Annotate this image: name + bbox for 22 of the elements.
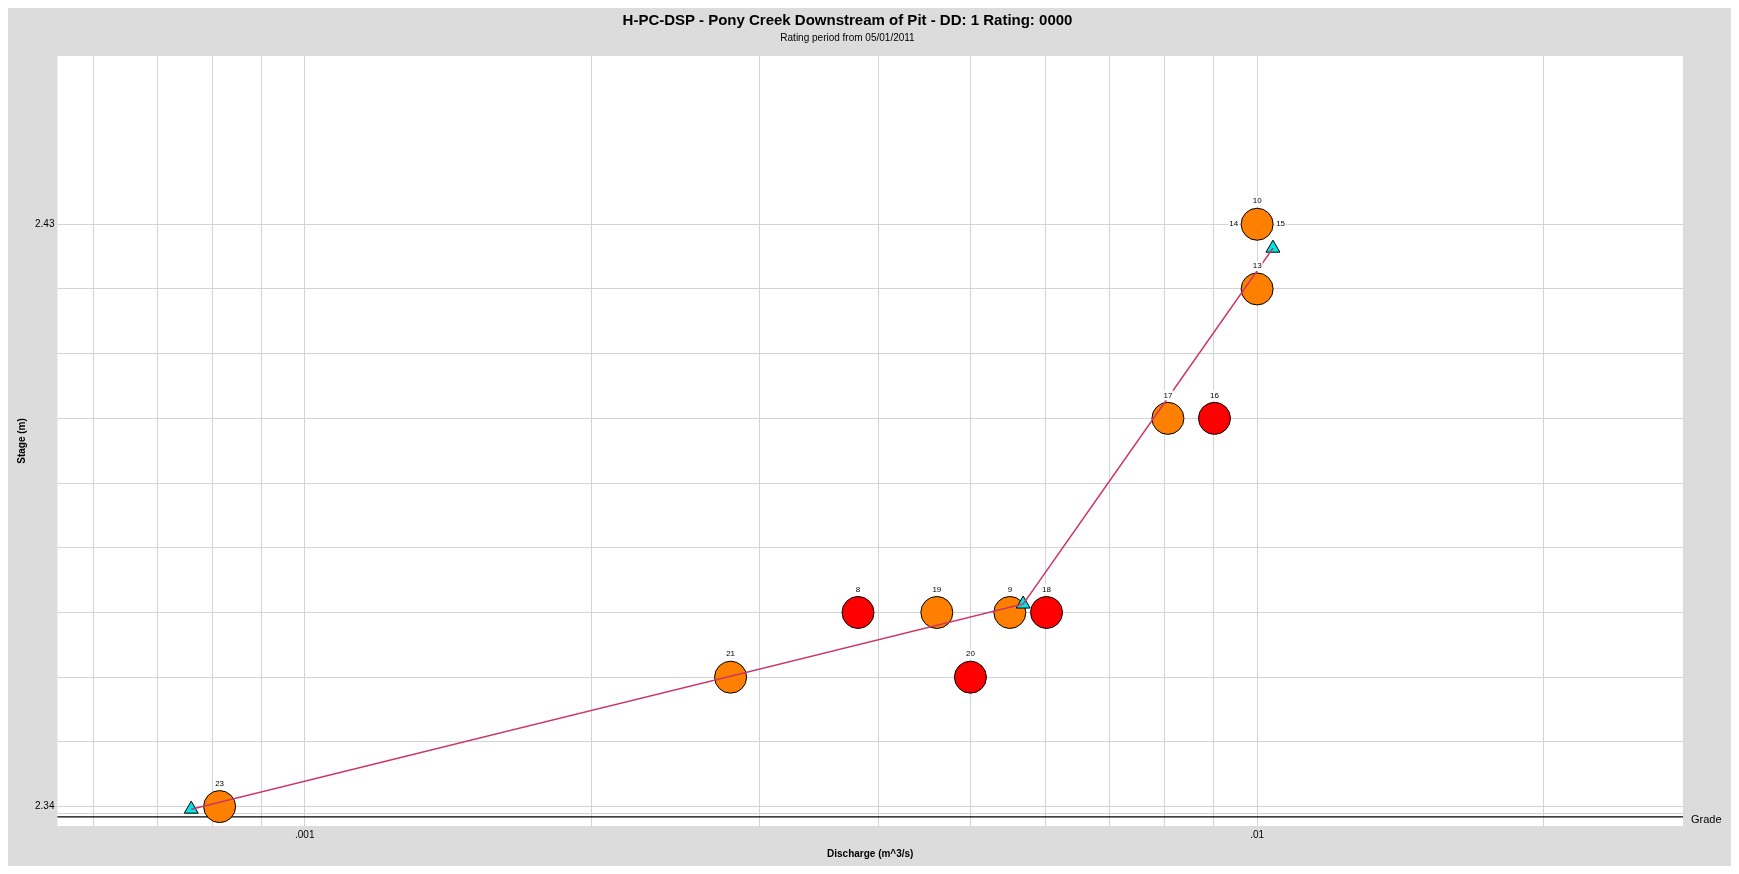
annotation: 17 (1163, 390, 1173, 400)
annotation: 13 (1252, 261, 1263, 271)
annotation: 14 (1229, 219, 1239, 229)
annotation: 21 (726, 649, 736, 659)
x-tick-label: .01 (1250, 828, 1265, 840)
y-tick-label: 2.34 (34, 800, 55, 812)
x-tick-label: .001 (295, 828, 315, 840)
chart-subtitle: Rating period from 05/01/2011 (780, 31, 916, 43)
annotation: 19 (932, 584, 942, 594)
chart-title: H-PC-DSP - Pony Creek Downstream of Pit - DD: 1 Rating: 0000 (622, 11, 1073, 29)
annotation: 23 (215, 778, 225, 788)
annotation: 18 (1042, 584, 1052, 594)
annotation: 20 (965, 649, 976, 659)
annotation: 8 (855, 584, 861, 594)
y-axis-title: Stage (m) (15, 418, 27, 464)
ref-line-label: Grade (1691, 813, 1722, 826)
annotation: 15 (1276, 219, 1286, 229)
annotation: 16 (1210, 390, 1220, 400)
annotation: 10 (1252, 196, 1263, 206)
annotation: 9 (1007, 584, 1013, 594)
y-tick-label: 2.43 (34, 217, 55, 229)
x-axis-title: Discharge (m^3/s) (827, 847, 914, 859)
